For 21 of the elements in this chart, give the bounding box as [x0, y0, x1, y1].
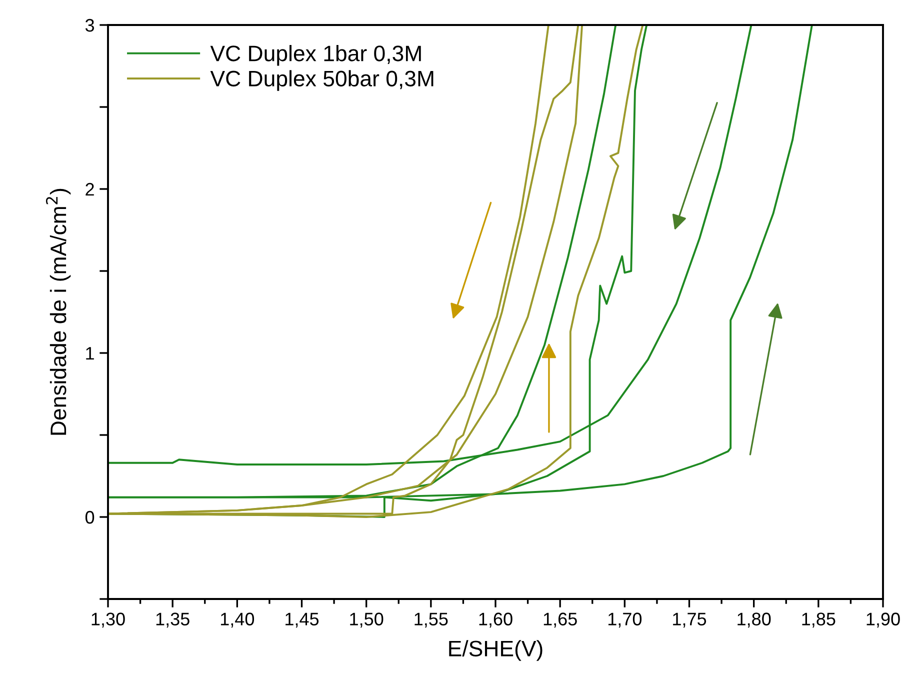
x-tick-label: 1,30	[92, 612, 125, 628]
x-tick-label: 1,35	[156, 612, 190, 628]
x-tick-label: 1,60	[479, 612, 512, 628]
y-axis-title: Densidade de i (mA/cm$^{2}$)	[46, 188, 71, 435]
legend-label: VC Duplex 1bar 0,3M	[210, 45, 421, 66]
x-tick-label: 1,70	[608, 612, 642, 628]
x-tick-label: 1,65	[544, 612, 577, 628]
legend-label: VC Duplex 50bar 0,3M	[210, 70, 434, 91]
y-tick-label: 3	[85, 18, 94, 32]
x-tick-label: 1,90	[866, 612, 900, 628]
x-axis-title: E/SHE(V)	[449, 640, 542, 661]
x-tick-label: 1,75	[673, 612, 706, 628]
x-tick-label: 1,55	[414, 612, 448, 628]
x-tick-label: 1,50	[350, 612, 384, 628]
y-tick-label: 0	[85, 510, 94, 524]
x-tick-label: 1,45	[286, 612, 319, 628]
y-tick-label: 2	[86, 182, 94, 196]
x-tick-label: 1,80	[738, 612, 771, 628]
y-tick-label: 1	[86, 347, 94, 360]
x-tick-label: 1,85	[802, 612, 836, 628]
x-tick-label: 1,40	[220, 612, 254, 628]
